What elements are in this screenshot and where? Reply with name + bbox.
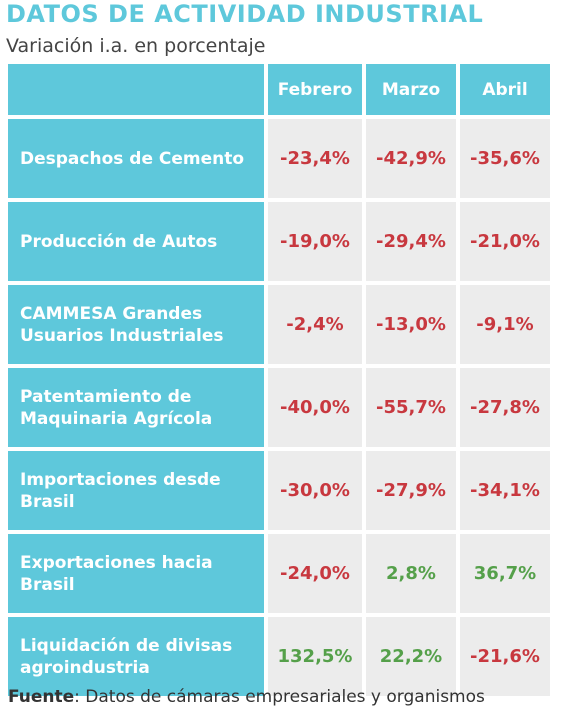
row-label: Patentamiento de Maquinaria Agrícola: [8, 368, 264, 447]
value-cell: -9,1%: [460, 285, 550, 364]
value-cell: -34,1%: [460, 451, 550, 530]
value-cell: -2,4%: [268, 285, 362, 364]
page-subtitle: Variación i.a. en porcentaje: [6, 35, 266, 57]
source-label: Fuente: [8, 687, 75, 707]
value-cell: -29,4%: [366, 202, 456, 281]
data-table: Febrero Marzo Abril Despachos de Cemento…: [8, 64, 550, 696]
value-cell: -23,4%: [268, 119, 362, 198]
value-cell: -27,9%: [366, 451, 456, 530]
value-cell: -30,0%: [268, 451, 362, 530]
value-cell: 132,5%: [268, 617, 362, 696]
row-label: Importaciones desde Brasil: [8, 451, 264, 530]
column-header-febrero: Febrero: [268, 64, 362, 115]
row-label: CAMMESA Grandes Usuarios Industriales: [8, 285, 264, 364]
value-cell: -13,0%: [366, 285, 456, 364]
value-cell: -40,0%: [268, 368, 362, 447]
column-header-marzo: Marzo: [366, 64, 456, 115]
row-label: Despachos de Cemento: [8, 119, 264, 198]
column-header-abril: Abril: [460, 64, 550, 115]
page-title: DATOS DE ACTIVIDAD INDUSTRIAL: [6, 0, 484, 28]
value-cell: 36,7%: [460, 534, 550, 613]
value-cell: -27,8%: [460, 368, 550, 447]
value-cell: -42,9%: [366, 119, 456, 198]
value-cell: 2,8%: [366, 534, 456, 613]
value-cell: -55,7%: [366, 368, 456, 447]
row-label: Liquidación de divisas agroindustria: [8, 617, 264, 696]
value-cell: -19,0%: [268, 202, 362, 281]
table-corner: [8, 64, 264, 115]
source-note: Fuente: Datos de cámaras empresariales y…: [8, 687, 485, 707]
source-text: : Datos de cámaras empresariales y organ…: [74, 687, 485, 707]
value-cell: -21,0%: [460, 202, 550, 281]
row-label: Exportaciones hacia Brasil: [8, 534, 264, 613]
value-cell: -35,6%: [460, 119, 550, 198]
value-cell: -24,0%: [268, 534, 362, 613]
value-cell: 22,2%: [366, 617, 456, 696]
value-cell: -21,6%: [460, 617, 550, 696]
row-label: Producción de Autos: [8, 202, 264, 281]
